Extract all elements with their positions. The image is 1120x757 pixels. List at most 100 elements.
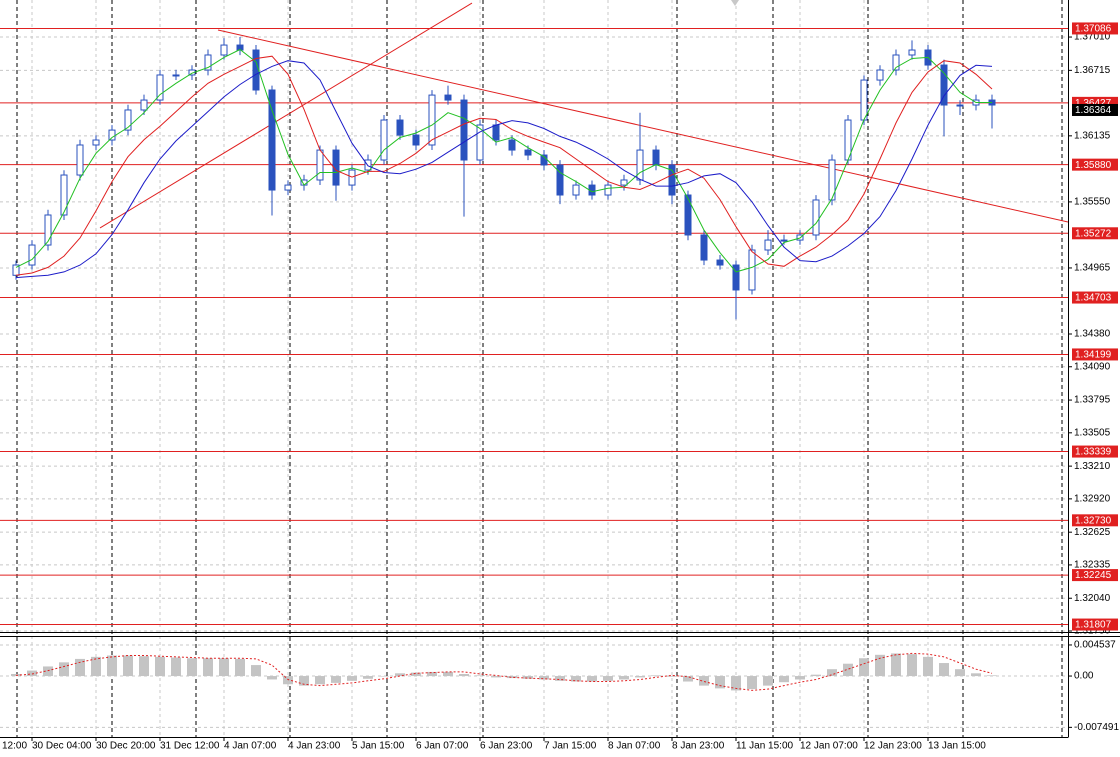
- y-tick-label: 1.34090: [1074, 361, 1111, 372]
- oscillator-bar: [27, 670, 37, 677]
- candle-body: [140, 99, 148, 111]
- oscillator-bar: [395, 673, 405, 677]
- candle-body: [44, 214, 52, 246]
- y-tick-label: 0.004537: [1074, 640, 1116, 651]
- candle-body: [764, 239, 772, 251]
- candle-body: [652, 149, 660, 166]
- candle-body: [812, 199, 820, 236]
- oscillator-bar: [299, 676, 309, 686]
- candle-body: [28, 244, 36, 266]
- oscillator-bar: [363, 676, 373, 679]
- level-label: 1.36427: [1075, 98, 1112, 109]
- oscillator-bar: [235, 658, 245, 677]
- y-tick-label: 1.32040: [1074, 593, 1111, 604]
- oscillator-bar: [651, 675, 661, 677]
- candle-body: [60, 174, 68, 216]
- oscillator-bar: [347, 676, 357, 681]
- oscillator-bar: [587, 676, 597, 682]
- oscillator-bar: [507, 676, 517, 679]
- candle-body: [220, 44, 228, 56]
- candle-body: [748, 249, 756, 291]
- candle-body: [876, 69, 884, 81]
- level-label: 1.35880: [1075, 160, 1112, 171]
- grid: [0, 0, 1068, 737]
- y-tick-label: 1.36715: [1074, 65, 1111, 76]
- candle-body: [604, 184, 612, 196]
- level-label-bg: [1072, 618, 1118, 631]
- y-tick-label: 1.35550: [1074, 197, 1111, 208]
- candle-body: [108, 129, 116, 141]
- oscillator-bar: [219, 658, 229, 677]
- oscillator-bar: [427, 671, 437, 677]
- axes: 1.37010 1.36715 1.36135 1.35550 1.34965 1.343…: [2, 22, 1119, 752]
- oscillator-bar: [187, 658, 197, 677]
- oscillator-bar: [555, 676, 565, 681]
- oscillator-bar: [923, 656, 933, 677]
- x-tick-label: 12 Jan 07:00: [800, 741, 858, 752]
- oscillator-bar: [331, 676, 341, 683]
- level-label-bg: [1072, 227, 1118, 240]
- level-label-bg: [1072, 569, 1118, 582]
- candle-body: [412, 134, 420, 146]
- oscillator-bar: [155, 656, 165, 677]
- moving-average: [15, 48, 992, 273]
- candle-body: [204, 54, 212, 71]
- oscillator-bar: [523, 676, 533, 679]
- oscillator-bar: [939, 663, 949, 677]
- oscillator-bar: [603, 676, 613, 681]
- y-tick-label: 1.36135: [1074, 130, 1111, 141]
- candle-body: [636, 149, 644, 181]
- candle-body: [524, 149, 532, 156]
- level-label-bg: [1072, 158, 1118, 171]
- oscillator-window: [11, 652, 997, 691]
- level-label-bg: [1072, 348, 1118, 361]
- level-label-bg: [1072, 291, 1118, 304]
- candle-body: [828, 159, 836, 201]
- candle-body: [76, 144, 84, 176]
- oscillator-bar: [91, 656, 101, 677]
- y-tick-label: 0.00: [1074, 671, 1094, 682]
- candle-body: [396, 119, 404, 136]
- y-tick-label: 1.33210: [1074, 461, 1111, 472]
- level-label: 1.34199: [1075, 350, 1112, 361]
- candle-body: [700, 234, 708, 261]
- y-tick-label: 1.34380: [1074, 329, 1111, 340]
- x-tick-label: 13 Jan 15:00: [928, 741, 986, 752]
- x-tick-label: 30 Dec 04:00: [32, 741, 92, 752]
- price-window: [0, 2, 1068, 626]
- candle-body: [284, 184, 292, 191]
- candle-body: [268, 89, 276, 191]
- oscillator-bar: [75, 658, 85, 677]
- oscillator-bar: [139, 656, 149, 677]
- candle-body: [380, 119, 388, 161]
- oscillator-bar: [475, 675, 485, 677]
- x-tick-label: 4 Jan 07:00: [224, 741, 277, 752]
- oscillator-bar: [971, 673, 981, 677]
- moving-average: [15, 60, 993, 279]
- candle-body: [940, 64, 948, 106]
- oscillator-bar: [699, 676, 709, 686]
- oscillator-bar: [619, 676, 629, 680]
- candle-body: [316, 149, 324, 181]
- x-tick-label: 31 Dec 12:00: [160, 741, 220, 752]
- oscillator-bar: [779, 676, 789, 683]
- level-label-bg: [1072, 22, 1118, 35]
- oscillator-bar: [811, 674, 821, 677]
- candle-body: [620, 179, 628, 186]
- oscillator-bar: [107, 655, 117, 677]
- candle-body: [252, 49, 260, 91]
- candle-body: [716, 259, 724, 266]
- oscillator-bar: [267, 676, 277, 680]
- y-tick-label: 1.33505: [1074, 427, 1111, 438]
- trendline: [99, 2, 473, 229]
- y-tick-label: -0.007491: [1074, 722, 1119, 733]
- level-label: 1.34703: [1075, 293, 1112, 304]
- oscillator-bar: [843, 663, 853, 677]
- x-tick-label: 30 Dec 20:00: [96, 741, 156, 752]
- level-label: 1.32730: [1075, 515, 1112, 526]
- oscillator-bar: [443, 671, 453, 677]
- shift-marker: [731, 0, 739, 6]
- level-label-bg: [1072, 514, 1118, 527]
